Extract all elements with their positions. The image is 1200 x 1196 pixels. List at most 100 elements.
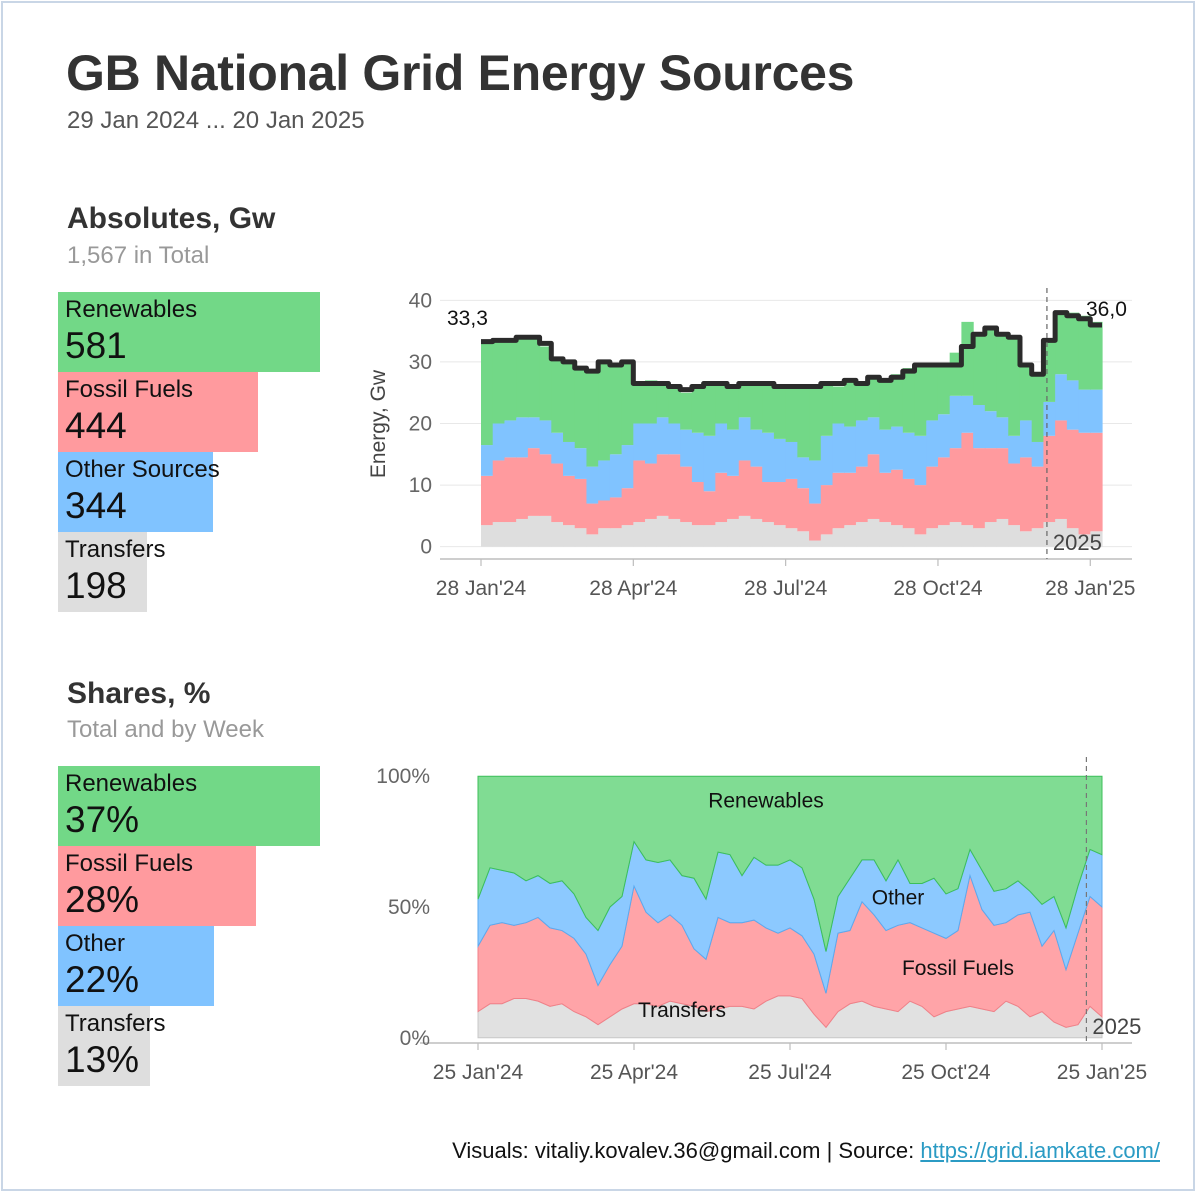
series-label: Fossil Fuels [902,957,1014,980]
y-tick-label: 50% [388,896,430,919]
bar-renewables [914,364,927,436]
absolutes-title: Absolutes, Gw [67,202,276,235]
bar-fossil [1090,432,1103,532]
bar-transfers [785,528,798,547]
bar-transfers [656,515,670,547]
page-subtitle: 29 Jan 2024 ... 20 Jan 2025 [67,107,365,134]
bar-fossil [668,454,681,519]
bar-transfers [609,528,623,547]
source-link[interactable]: https://grid.iamkate.com/ [920,1138,1160,1163]
bar-transfers [750,518,763,547]
bar-transfers [762,522,775,547]
bar-renewables [867,377,880,418]
bar-transfers [715,522,728,547]
bar-fossil [996,448,1009,519]
bar-other [832,423,845,473]
kpi-fossil-fuels: Fossil Fuels 444 [58,372,258,452]
bar-fossil [527,448,541,516]
kpi-value: 13% [65,1039,140,1080]
x-tick-label: 28 Jan'24 [436,577,527,600]
bar-transfers [926,528,939,547]
bar-fossil [586,503,599,535]
bar-other [563,441,576,476]
bar-fossil [727,475,740,519]
bar-fossil [785,478,798,529]
bar-other [633,423,646,461]
bar-fossil [844,472,857,526]
kpi-value: 198 [65,565,127,606]
bar-transfers [598,528,611,547]
bar-fossil [832,472,845,529]
bar-fossil [1043,435,1056,523]
kpi-label: Renewables [65,296,198,323]
kpi-value: 28% [65,879,140,920]
footer-credit: Visuals: vitaliy.kovalev.36@gmail.com | … [452,1138,921,1163]
bar-renewables [902,368,916,433]
bar-renewables [645,380,658,424]
bar-fossil [949,448,962,523]
bar-transfers [879,522,892,547]
bar-other [762,432,775,483]
bar-other [867,417,880,455]
bar-renewables [855,383,869,421]
x-tick-label: 28 Jan'25 [1045,577,1135,600]
bar-other [656,417,670,455]
bar-renewables [680,392,693,430]
bar-transfers [914,534,927,547]
bar-fossil [820,485,834,535]
kpi-transfers-share: Transfers 13% [58,1006,165,1086]
bar-fossil [551,463,564,523]
shares-subtitle: Total and by Week [67,716,265,743]
bar-fossil [574,478,588,529]
bar-transfers [563,525,576,547]
series-label: Transfers [638,999,726,1022]
kpi-renewables-share: Renewables 37% [58,766,320,846]
bar-other [598,460,611,501]
bar-transfers [844,525,857,547]
bar-renewables [598,361,611,461]
series-label: Renewables [708,790,824,813]
bar-fossil [891,469,904,526]
bar-fossil [1008,463,1021,526]
bar-transfers [1008,525,1021,547]
bar-transfers [703,525,716,547]
bar-transfers [809,540,822,547]
series-label: Other [872,886,925,909]
kpi-label: Other [65,930,126,957]
bar-transfers [727,518,740,547]
x-tick-label: 25 Jan'25 [1057,1061,1147,1084]
bar-transfers [680,522,693,547]
kpi-renewables: Renewables 581 [58,292,320,372]
bar-renewables [539,346,552,421]
bar-other [715,423,728,473]
bar-other [879,429,892,473]
end-value-label: 36,0 [1086,298,1127,321]
bar-fossil [973,448,986,529]
bar-fossil [738,460,752,516]
bar-transfers [937,525,951,547]
bar-other [996,417,1009,449]
bar-renewables [574,368,588,449]
bar-renewables [563,361,576,442]
bar-fossil [961,432,974,526]
bar-transfers [855,522,869,547]
bar-other [645,423,658,464]
bar-fossil [656,454,670,516]
bar-fossil [1055,420,1068,519]
bar-fossil [984,448,998,523]
bar-other [1066,380,1080,430]
bar-transfers [820,534,834,547]
shares-chart: 2025 Renewables Other Fossil Fuels Transfers… [376,757,1147,1084]
bar-transfers [773,525,787,547]
bar-other [727,429,740,476]
y-axis-label: Energy, Gw [367,369,390,478]
bar-other [785,441,798,479]
bar-renewables [820,383,834,436]
bar-transfers [668,518,681,547]
bar-fossil [773,482,787,526]
bar-fossil [926,466,939,529]
bar-renewables [926,364,939,421]
bar-fossil [621,488,634,526]
bar-renewables [1066,312,1080,381]
bar-transfers [574,528,588,547]
